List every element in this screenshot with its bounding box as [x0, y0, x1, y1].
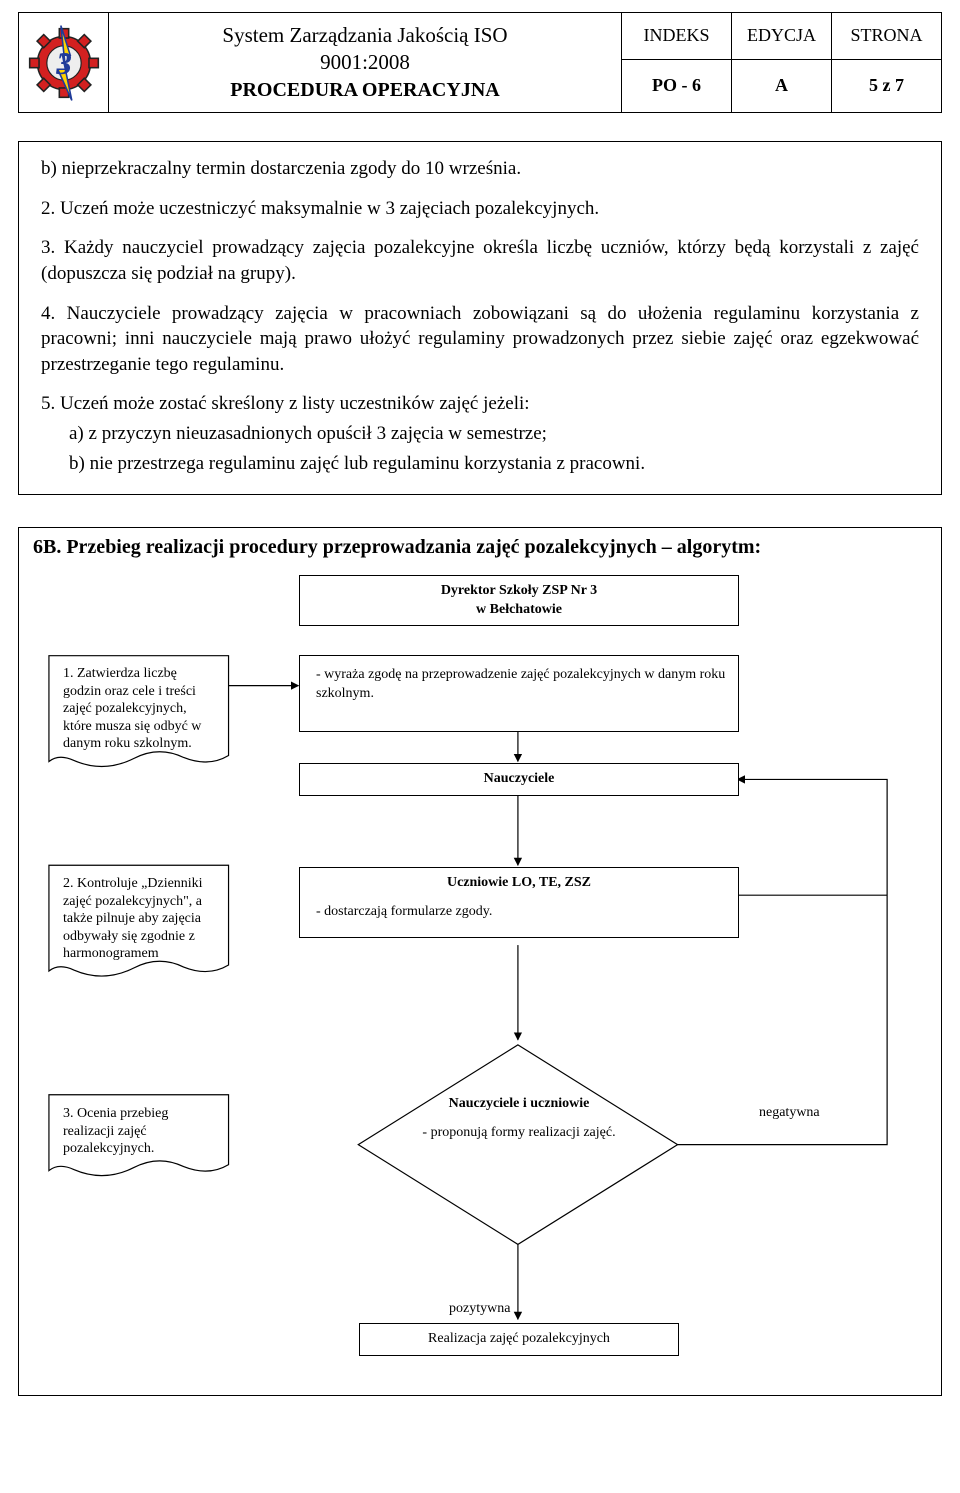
header-indeks-value: PO - 6 [622, 59, 732, 112]
para-5b: b) nie przestrzega regulaminu zajęć lub … [41, 451, 919, 477]
box-dyrektor: Dyrektor Szkoły ZSP Nr 3 w Bełchatowie [299, 575, 739, 625]
section-6b-title: 6B. Przebieg realizacji procedury przepr… [19, 528, 941, 565]
flowchart-area: 1. Zatwierdza liczbę godzin oraz cele i … [19, 565, 941, 1395]
note-1: 1. Zatwierdza liczbę godzin oraz cele i … [55, 659, 223, 759]
box-dyrektor-sub: w Bełchatowie [310, 601, 728, 619]
header-title-line1: System Zarządzania Jakością ISO [117, 23, 613, 48]
diamond-body: - proponują formy realizacji zajęć. [419, 1124, 619, 1142]
label-negatywna: negatywna [759, 1105, 820, 1121]
logo-cell: 3 [19, 13, 109, 113]
box-realizacja: Realizacja zajęć pozalekcyjnych [359, 1323, 679, 1355]
header-edycja-value: A [732, 59, 832, 112]
para-3: 3. Każdy nauczyciel prowadzący zajęcia p… [41, 235, 919, 286]
box-nauczyciele-label: Nauczyciele [310, 770, 728, 788]
header-strona-value: 5 z 7 [832, 59, 942, 112]
header-title-cell: System Zarządzania Jakością ISO 9001:200… [109, 13, 622, 113]
header-strona-label: STRONA [832, 13, 942, 60]
note-2: 2. Kontroluje „Dzienniki zajęć pozalekcy… [55, 869, 223, 969]
para-b: b) nieprzekraczalny termin dostarczenia … [41, 156, 919, 182]
box-uczniowie-title: Uczniowie LO, TE, ZSZ [310, 874, 728, 892]
label-pozytywna: pozytywna [449, 1301, 510, 1317]
para-5: 5. Uczeń może zostać skreślony z listy u… [41, 391, 919, 417]
note-3: 3. Ocenia przebieg realizacji zajęć poza… [55, 1099, 223, 1164]
header-title-line2: 9001:2008 [117, 50, 613, 75]
box-zgoda: - wyraża zgodę na przeprowadzenie zajęć … [299, 655, 739, 731]
school-logo-icon: 3 [25, 19, 103, 107]
box-nauczyciele: Nauczyciele [299, 763, 739, 795]
header-title-line3: PROCEDURA OPERACYJNA [117, 79, 613, 102]
box-dyrektor-title: Dyrektor Szkoły ZSP Nr 3 [310, 582, 728, 600]
svg-text:3: 3 [55, 45, 72, 80]
header-edycja-label: EDYCJA [732, 13, 832, 60]
box-uczniowie-body: - dostarczają formularze zgody. [310, 903, 728, 921]
content-box: b) nieprzekraczalny termin dostarczenia … [18, 141, 942, 495]
box-uczniowie: Uczniowie LO, TE, ZSZ - dostarczają form… [299, 867, 739, 937]
box-zgoda-body: - wyraża zgodę na przeprowadzenie zajęć … [310, 666, 728, 702]
header-indeks-label: INDEKS [622, 13, 732, 60]
para-5a: a) z przyczyn nieuzasadnionych opuścił 3… [41, 421, 919, 447]
diamond-title: Nauczyciele i uczniowie [419, 1095, 619, 1113]
para-4: 4. Nauczyciele prowadzący zajęcia w prac… [41, 301, 919, 378]
section-6b: 6B. Przebieg realizacji procedury przepr… [18, 527, 942, 1396]
para-2: 2. Uczeń może uczestniczyć maksymalnie w… [41, 196, 919, 222]
diamond-text: Nauczyciele i uczniowie - proponują form… [419, 1095, 619, 1141]
header-table: 3 System Zarządzania Jakością ISO 9001:2… [18, 12, 942, 113]
box-realizacja-label: Realizacja zajęć pozalekcyjnych [370, 1330, 668, 1348]
